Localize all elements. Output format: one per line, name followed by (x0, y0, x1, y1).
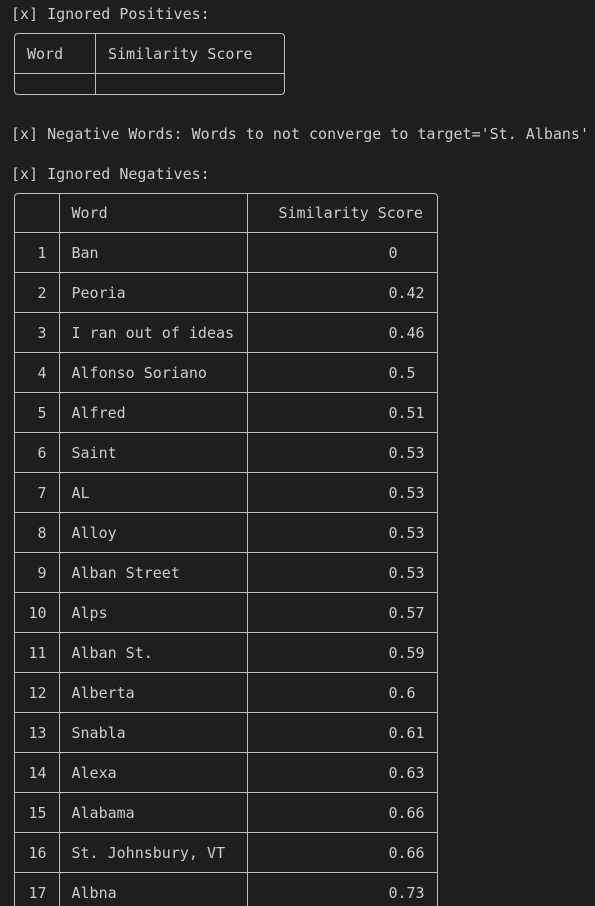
column-header-word: Word (59, 194, 249, 233)
row-index: 10 (15, 593, 60, 633)
table-row: 13 Snabla 0.61 (15, 713, 437, 753)
negative-words-line: [x] Negative Words: Words to not converg… (11, 125, 589, 143)
table-header-row: Word Similarity Score (15, 194, 437, 233)
ignored-positives-table: Word Similarity Score (14, 33, 285, 95)
row-index: 2 (15, 273, 60, 313)
table-row: 5 Alfred 0.51 (15, 393, 437, 433)
row-word: AL (59, 473, 249, 513)
row-index: 4 (15, 353, 60, 393)
row-index: 8 (15, 513, 60, 553)
row-similarity-score: 0.66 (248, 793, 437, 833)
row-index: 16 (15, 833, 60, 873)
table-row: 2 Peoria 0.42 (15, 273, 437, 313)
row-similarity-score: 0.53 (248, 553, 437, 593)
row-index: 15 (15, 793, 60, 833)
column-header-similarity-score: Similarity Score (248, 194, 437, 233)
ignored-negatives-table: Word Similarity Score 1 Ban 0 2 Peoria 0.42 3 I… (14, 193, 438, 906)
row-index: 3 (15, 313, 60, 353)
table-row: 12 Alberta 0.6 (15, 673, 437, 713)
table-cell-empty (15, 74, 96, 94)
row-similarity-score: 0.46 (248, 313, 437, 353)
row-index: 6 (15, 433, 60, 473)
row-index: 1 (15, 233, 60, 273)
column-header-similarity-score: Similarity Score (96, 34, 284, 74)
row-word: Alban Street (59, 553, 249, 593)
table-row: 11 Alban St. 0.59 (15, 633, 437, 673)
row-similarity-score: 0.5 (248, 353, 437, 393)
table-cell-empty (96, 74, 284, 94)
row-word: Alberta (59, 673, 249, 713)
row-similarity-score: 0.59 (248, 633, 437, 673)
row-word: Alabama (59, 793, 249, 833)
row-similarity-score: 0.53 (248, 433, 437, 473)
table-row: 8 Alloy 0.53 (15, 513, 437, 553)
row-word: Alexa (59, 753, 249, 793)
table-row: 6 Saint 0.53 (15, 433, 437, 473)
row-word: Alfred (59, 393, 249, 433)
row-similarity-score: 0.63 (248, 753, 437, 793)
table-row: 15 Alabama 0.66 (15, 793, 437, 833)
row-word: Alfonso Soriano (59, 353, 249, 393)
column-header-word: Word (15, 34, 96, 74)
row-similarity-score: 0.53 (248, 473, 437, 513)
row-index: 5 (15, 393, 60, 433)
row-similarity-score: 0.53 (248, 513, 437, 553)
row-index: 13 (15, 713, 60, 753)
row-similarity-score: 0.57 (248, 593, 437, 633)
table-row: 1 Ban 0 (15, 233, 437, 273)
row-word: Peoria (59, 273, 249, 313)
row-word: Alban St. (59, 633, 249, 673)
table-header-row: Word Similarity Score (15, 34, 284, 74)
row-similarity-score: 0.42 (248, 273, 437, 313)
row-similarity-score: 0.51 (248, 393, 437, 433)
table-row: 7 AL 0.53 (15, 473, 437, 513)
row-index: 9 (15, 553, 60, 593)
row-index: 12 (15, 673, 60, 713)
row-index: 7 (15, 473, 60, 513)
table-row: 16 St. Johnsbury, VT 0.66 (15, 833, 437, 873)
row-similarity-score: 0.61 (248, 713, 437, 753)
table-row: 17 Albna 0.73 (15, 873, 437, 906)
row-word: I ran out of ideas (59, 313, 249, 353)
ignored-negatives-title: [x] Ignored Negatives: (11, 165, 210, 183)
row-word: Alloy (59, 513, 249, 553)
row-index: 14 (15, 753, 60, 793)
table-row-empty (15, 74, 284, 94)
row-word: St. Johnsbury, VT (59, 833, 249, 873)
table-row: 4 Alfonso Soriano 0.5 (15, 353, 437, 393)
table-row: 10 Alps 0.57 (15, 593, 437, 633)
row-similarity-score: 0.73 (248, 873, 437, 906)
row-word: Albna (60, 873, 249, 906)
row-word: Snabla (59, 713, 249, 753)
table-row: 9 Alban Street 0.53 (15, 553, 437, 593)
row-similarity-score: 0 (248, 233, 437, 273)
row-word: Saint (59, 433, 249, 473)
row-similarity-score: 0.66 (248, 833, 437, 873)
row-similarity-score: 0.6 (248, 673, 437, 713)
row-word: Alps (59, 593, 249, 633)
row-index: 17 (15, 873, 60, 906)
row-index: 11 (15, 633, 60, 673)
ignored-positives-title: [x] Ignored Positives: (11, 5, 210, 23)
column-header-index (15, 194, 60, 233)
table-row: 14 Alexa 0.63 (15, 753, 437, 793)
row-word: Ban (59, 233, 249, 273)
